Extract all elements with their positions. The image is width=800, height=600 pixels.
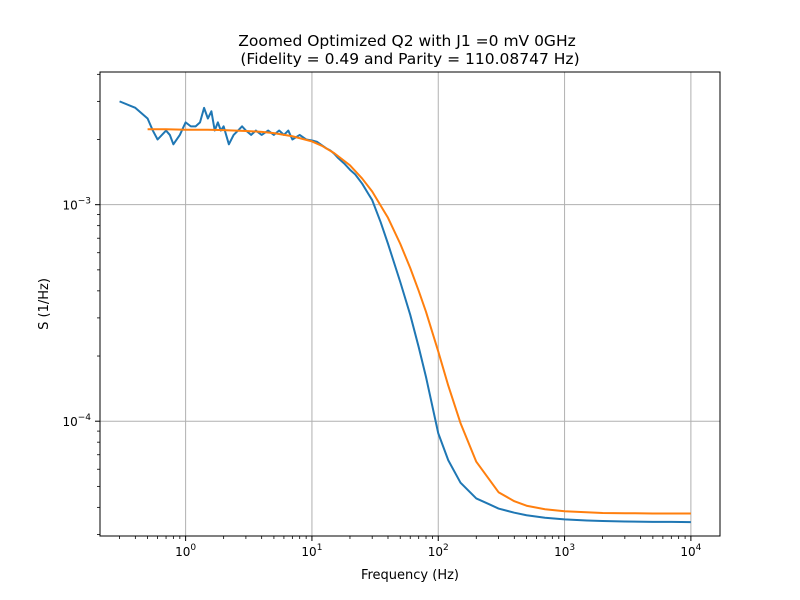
x-axis-label: Frequency (Hz) (361, 568, 459, 583)
x-tick-label: 100 (175, 543, 196, 559)
x-tick-label: 101 (301, 543, 322, 559)
major-ticks: 100 101 102 103 104 10−3 10−4 (62, 197, 701, 559)
y-tick-label: 10−4 (62, 413, 91, 429)
x-tick-label: 103 (554, 543, 575, 559)
plot-frame (99, 71, 721, 537)
y-axis-label: S (1/Hz) (37, 278, 52, 330)
x-tick-label: 102 (428, 543, 449, 559)
series-layer (119, 100, 691, 524)
grid (100, 72, 720, 536)
chart-title-line2: (Fidelity = 0.49 and Parity = 110.08747 … (240, 50, 579, 68)
series-line-1 (147, 128, 691, 515)
y-tick-label: 10−3 (62, 197, 91, 213)
x-tick-label: 104 (680, 543, 701, 559)
chart-title-line1: Zoomed Optimized Q2 with J1 =0 mV 0GHz (238, 32, 575, 50)
